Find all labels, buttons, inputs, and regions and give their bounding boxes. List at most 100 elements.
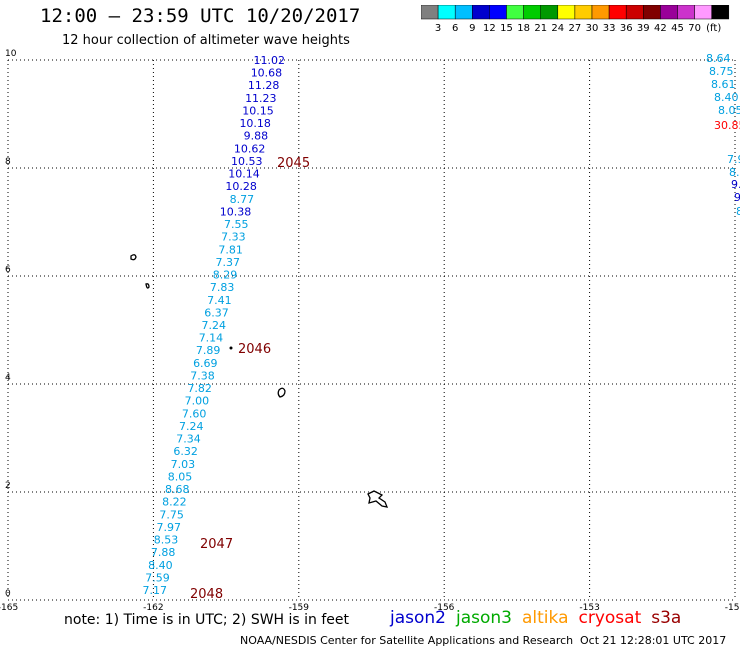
swh-value: 7.59 [145,571,170,584]
x-tick-label: -156 [434,603,455,613]
time-label: 2048 [190,587,223,602]
swh-value: 7.03 [171,458,196,471]
x-tick-label: -165 [0,603,18,613]
swh-value-edge: 8.40 [714,91,739,104]
footnote: note: 1) Time is in UTC; 2) SWH is in fe… [64,612,350,628]
color-scale-label: 27 [569,23,582,34]
swh-value: 8.22 [162,496,187,509]
swh-value-edge: 8.64 [706,52,731,65]
swh-value-edge: 8.75 [709,65,734,78]
swh-value: 10.68 [251,67,283,80]
swh-value: 10.62 [234,142,266,155]
island-outline [277,387,286,398]
time-label: 2046 [238,342,271,357]
y-tick-label: 2 [5,481,11,491]
color-scale-label: 3 [435,23,441,34]
swh-value: 10.18 [239,117,271,130]
satellite-s3a: s3a [651,608,682,628]
swh-value: 7.81 [218,243,243,256]
color-scale-label: 42 [654,23,667,34]
swh-value: 7.34 [176,433,201,446]
color-scale-label: 21 [534,23,547,34]
color-scale-label: (ft) [706,23,721,34]
page-subtitle: 12 hour collection of altimeter wave hei… [62,33,350,48]
swh-value: 7.00 [185,395,210,408]
swh-value-edge: 8.05 [718,104,740,117]
swh-value: 11.23 [245,92,277,105]
swh-value-edge: 8 [736,205,740,218]
y-tick-label: 4 [5,373,11,383]
satellite-cryosat: cryosat [578,608,642,628]
swh-value: 11.28 [248,79,280,92]
swh-value: 10.53 [231,155,263,168]
swh-value-edge: 8.61 [711,78,736,91]
swh-value: 7.60 [182,407,207,420]
color-swatch [711,5,730,20]
swh-value: 7.24 [202,319,227,332]
island-outline [130,254,137,261]
swh-value: 6.37 [204,306,229,319]
swh-value: 7.24 [179,420,204,433]
swh-value: 6.32 [173,445,198,458]
x-tick-label: -159 [289,603,310,613]
satellite-jason3: jason3 [456,608,512,628]
swh-value-edge: 9 [734,191,740,204]
swh-value: 7.88 [151,546,176,559]
satellite-legend: jason2 jason3 altika cryosat s3a [390,608,691,628]
time-label: 2045 [277,156,310,171]
swh-value: 8.68 [165,483,190,496]
swh-value: 9.88 [244,130,269,143]
swh-value: 7.75 [159,508,184,521]
color-scale-legend: 3 6 9 12 15 18 21 24 27 30 33 36 39 42 45 70 (ft) [421,5,730,34]
swh-value: 10.15 [242,104,274,117]
swh-value: 7.14 [199,332,224,345]
color-scale-label: 9 [469,23,475,34]
page-title: 12:00 – 23:59 UTC 10/20/2017 [40,5,361,27]
swh-value: 7.83 [210,281,235,294]
swh-value: 8.77 [230,193,255,206]
color-scale-label: 39 [637,23,650,34]
x-tick-label: -153 [579,603,599,613]
swh-value-edge: 30.85 [714,119,740,132]
color-scale-label: 45 [671,23,684,34]
time-label: 2047 [200,537,233,552]
color-scale-label: 15 [500,23,513,34]
swh-value: 10.28 [225,180,257,193]
color-scale-label: 70 [688,23,701,34]
swh-value: 7.97 [157,521,182,534]
swh-value-edge: 9. [731,178,740,191]
y-tick-label: 8 [5,157,11,167]
track-marker [229,346,233,350]
island-outline [367,490,389,508]
color-scale-label: 24 [551,23,564,34]
y-tick-label: 6 [5,265,11,275]
swh-value: 8.29 [213,269,238,282]
color-scale-label: 12 [483,23,496,34]
swh-value: 11.02 [254,54,286,67]
swh-value-edge: 8. [729,166,740,179]
x-tick-label: -162 [143,603,163,613]
swh-value: 7.89 [196,344,221,357]
color-scale-label: 33 [603,23,616,34]
swh-value: 7.41 [207,294,232,307]
swh-value: 7.82 [187,382,212,395]
island-outline [145,283,150,289]
swh-value: 7.38 [190,369,215,382]
swh-value: 7.17 [143,584,168,597]
swh-value: 7.33 [221,231,246,244]
generated-timestamp: Oct 21 12:28:01 UTC 2017 [580,634,727,647]
swh-value: 10.14 [228,168,260,181]
satellite-altika: altika [522,608,569,628]
swh-value: 8.05 [168,470,193,483]
y-tick-label: 0 [5,589,11,599]
swh-value-edge: 7.9 [727,153,740,166]
credit-line: NOAA/NESDIS Center for Satellite Applica… [240,634,574,647]
x-tick-label: -150 [725,603,740,613]
color-scale-label: 36 [620,23,633,34]
satellite-jason2: jason2 [390,608,446,628]
swh-value: 8.40 [148,559,173,572]
color-scale-label: 6 [452,23,458,34]
y-tick-label: 10 [5,49,17,59]
swh-value: 10.38 [220,205,252,218]
